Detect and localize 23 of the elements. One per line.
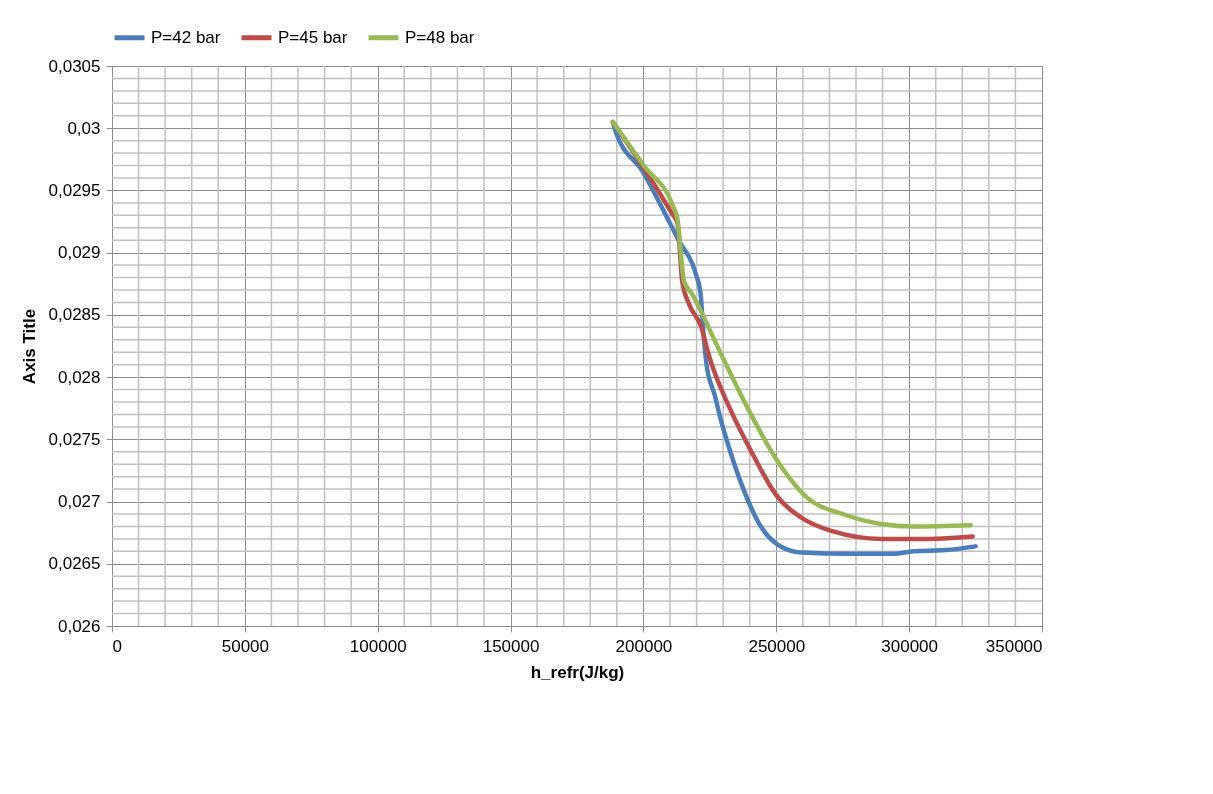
- y-tick-label: 0,029: [57, 243, 101, 263]
- y-tick-label: 0,03: [67, 118, 101, 138]
- y-tick-label: 0,027: [57, 492, 101, 512]
- x-tick-label: 350000: [985, 636, 1043, 656]
- y-tick-label: 0,0275: [48, 429, 101, 449]
- y-tick-label: 0,0305: [48, 56, 101, 76]
- x-tick-label: 150000: [482, 636, 540, 656]
- y-tick-label: 0,028: [57, 367, 101, 387]
- y-tick-label: 0,026: [57, 616, 101, 636]
- legend-label: P=48 bar: [405, 27, 475, 47]
- y-axis-title: Axis Title: [19, 308, 39, 385]
- y-tick-label: 0,0295: [48, 180, 101, 200]
- legend-label: P=42 bar: [151, 27, 221, 47]
- x-tick-label: 250000: [748, 636, 806, 656]
- x-tick-label: 100000: [349, 636, 407, 656]
- x-tick-label: 50000: [221, 636, 269, 656]
- x-tick-label: 300000: [881, 636, 939, 656]
- y-tick-label: 0,0285: [48, 305, 101, 325]
- x-axis-title: h_refr(J/kg): [530, 662, 625, 682]
- x-tick-label: 0: [112, 636, 122, 656]
- x-tick-label: 200000: [615, 636, 673, 656]
- y-tick-label: 0,0265: [48, 554, 101, 574]
- legend-label: P=45 bar: [278, 27, 348, 47]
